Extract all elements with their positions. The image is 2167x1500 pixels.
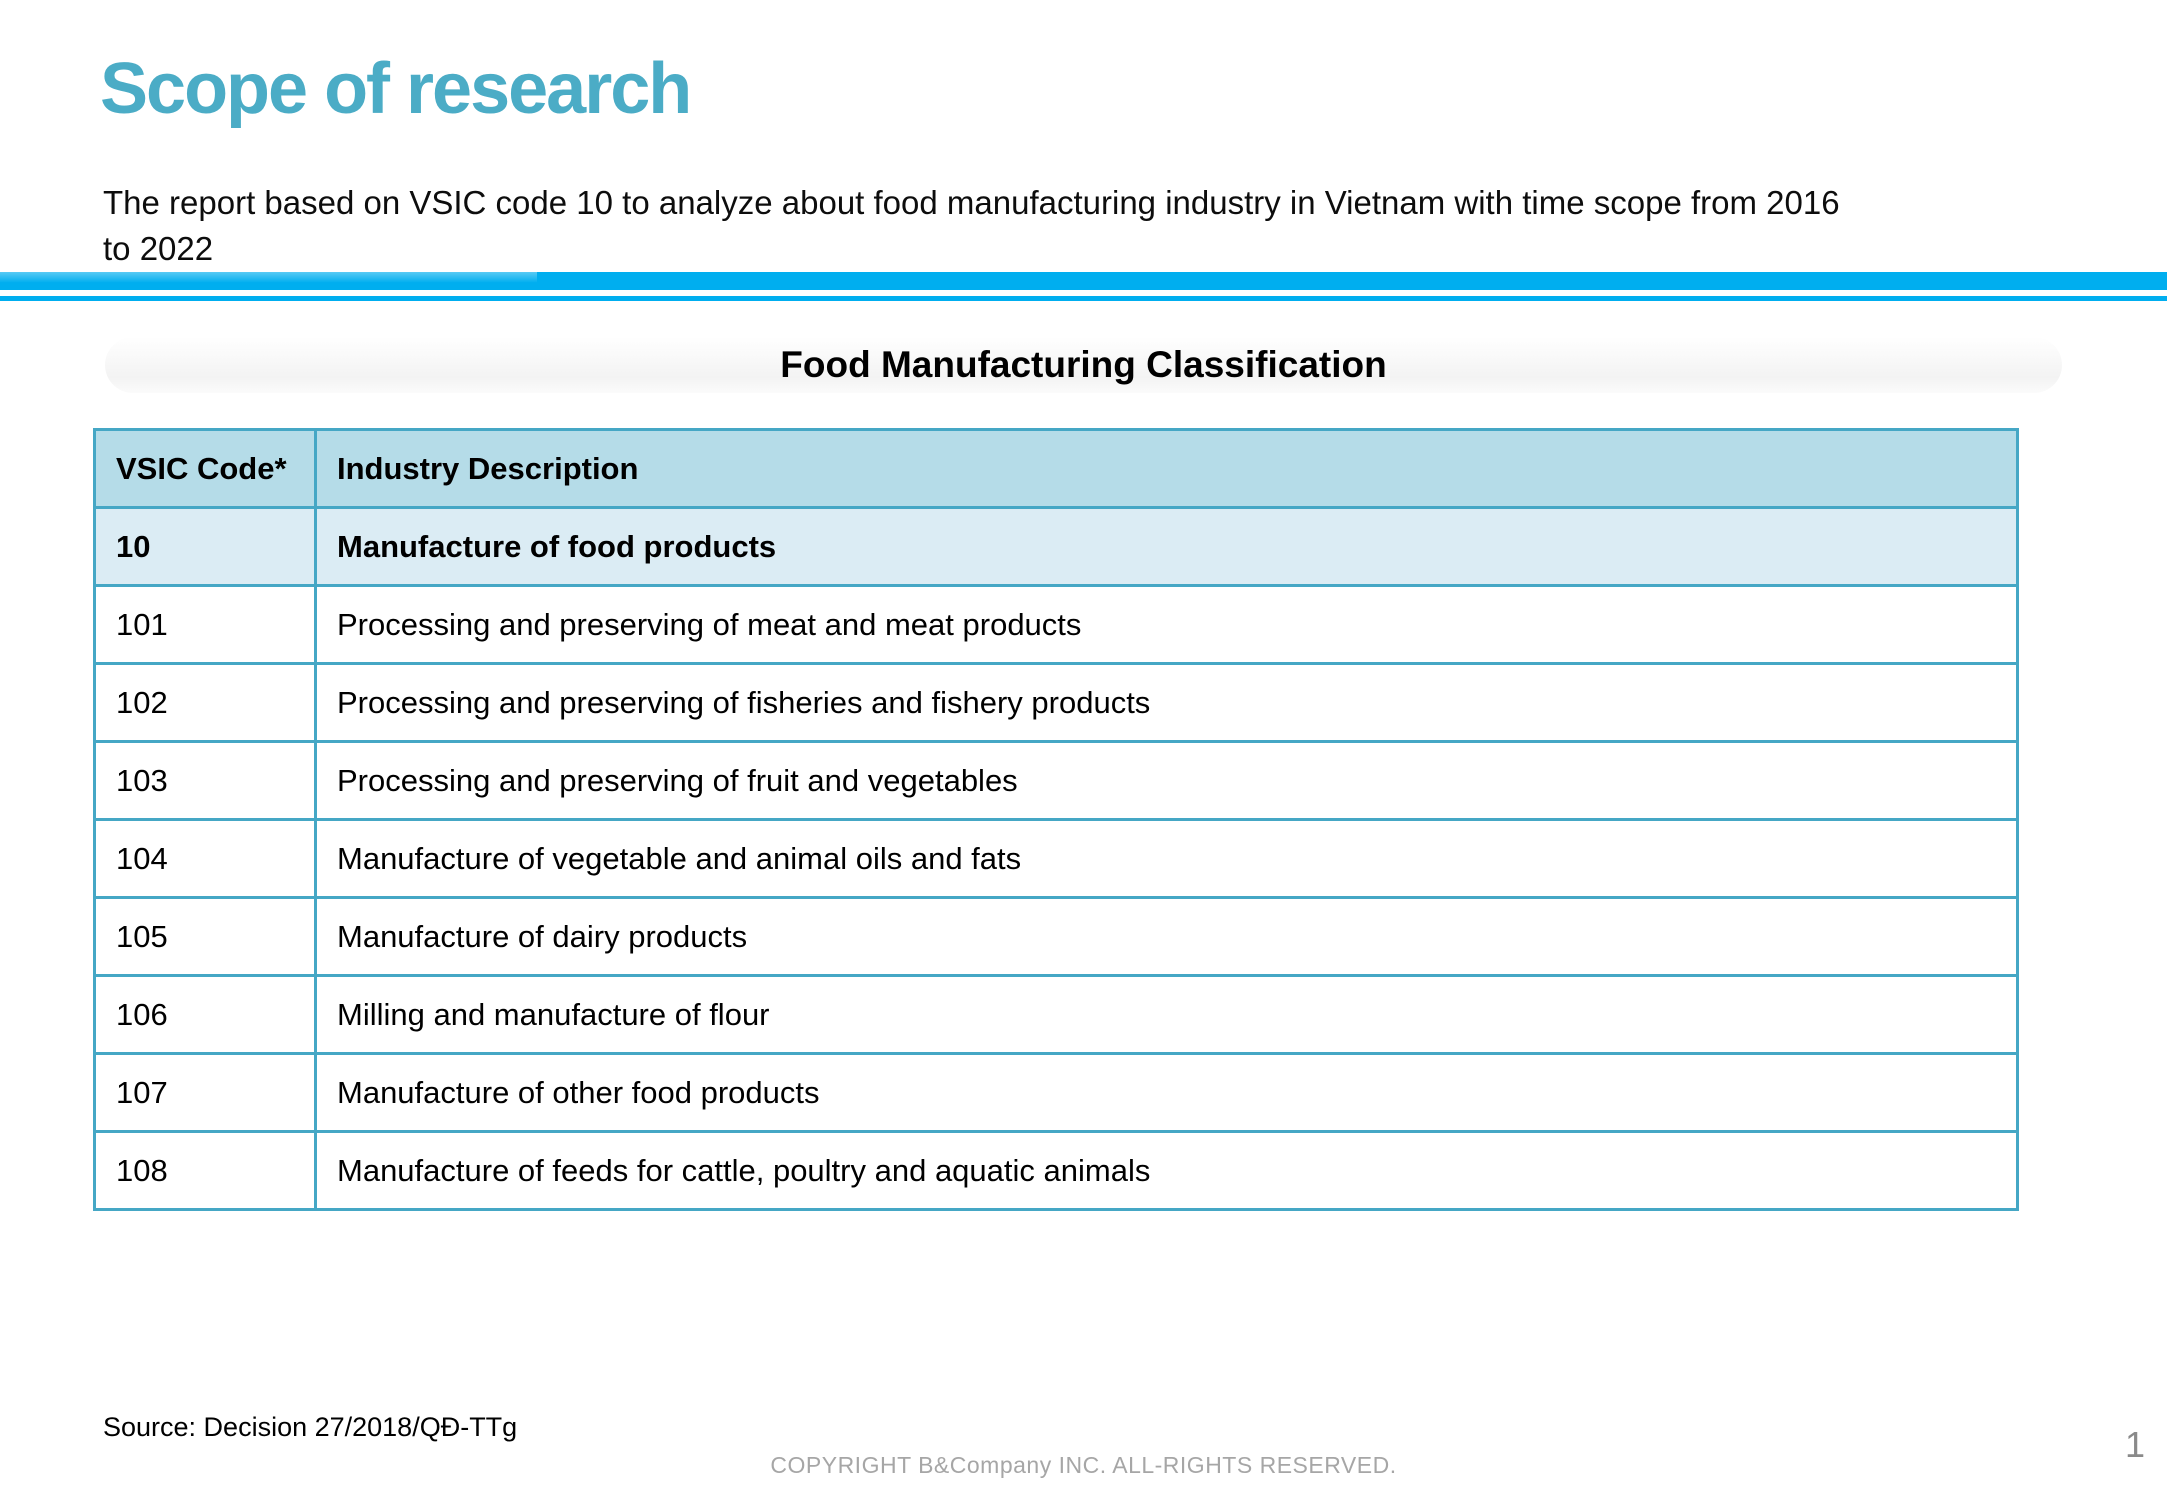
table-row: 101 Processing and preserving of meat an…: [93, 584, 2019, 665]
cell-code: 105: [93, 896, 317, 977]
table-row: 103 Processing and preserving of fruit a…: [93, 740, 2019, 821]
cell-description: Processing and preserving of meat and me…: [314, 584, 2019, 665]
cell-description: Milling and manufacture of flour: [314, 974, 2019, 1055]
cell-description: Manufacture of feeds for cattle, poultry…: [314, 1130, 2019, 1211]
table-row: 104 Manufacture of vegetable and animal …: [93, 818, 2019, 899]
cell-code: 106: [93, 974, 317, 1055]
cell-description: Processing and preserving of fruit and v…: [314, 740, 2019, 821]
separator-bar: [0, 272, 2167, 290]
table-title-band: [105, 337, 2062, 393]
cell-code: 107: [93, 1052, 317, 1133]
table-row: 107 Manufacture of other food products: [93, 1052, 2019, 1133]
cell-code: 108: [93, 1130, 317, 1211]
table-row: 102 Processing and preserving of fisheri…: [93, 662, 2019, 743]
cell-description: Processing and preserving of fisheries a…: [314, 662, 2019, 743]
header-cell-code: VSIC Code*: [93, 428, 317, 509]
cell-code: 103: [93, 740, 317, 821]
separator-line: [0, 296, 2167, 301]
cell-code: 104: [93, 818, 317, 899]
header-cell-description: Industry Description: [314, 428, 2019, 509]
copyright-text: COPYRIGHT B&Company INC. ALL-RIGHTS RESE…: [770, 1452, 1397, 1478]
intro-line-1: The report based on VSIC code 10 to anal…: [103, 184, 1840, 221]
cell-description: Manufacture of dairy products: [314, 896, 2019, 977]
table-row: 10 Manufacture of food products: [93, 506, 2019, 587]
cell-code: 102: [93, 662, 317, 743]
table-row: 108 Manufacture of feeds for cattle, pou…: [93, 1130, 2019, 1211]
table-header-row: VSIC Code* Industry Description: [93, 428, 2019, 509]
page-title: Scope of research: [100, 49, 692, 130]
separator-bar-highlight: [0, 272, 537, 290]
intro-paragraph: The report based on VSIC code 10 to anal…: [103, 180, 1840, 271]
cell-description: Manufacture of vegetable and animal oils…: [314, 818, 2019, 899]
table-title: Food Manufacturing Classification: [780, 344, 1387, 385]
cell-code: 101: [93, 584, 317, 665]
cell-description: Manufacture of other food products: [314, 1052, 2019, 1133]
page-number: 1: [2124, 1424, 2145, 1465]
table-row: 105 Manufacture of dairy products: [93, 896, 2019, 977]
cell-description: Manufacture of food products: [314, 506, 2019, 587]
table-row: 106 Milling and manufacture of flour: [93, 974, 2019, 1055]
source-note: Source: Decision 27/2018/QĐ-TTg: [103, 1412, 518, 1442]
intro-line-2: to 2022: [103, 229, 214, 267]
classification-table: VSIC Code* Industry Description 10 Manuf…: [93, 428, 2019, 1211]
cell-code: 10: [93, 506, 317, 587]
